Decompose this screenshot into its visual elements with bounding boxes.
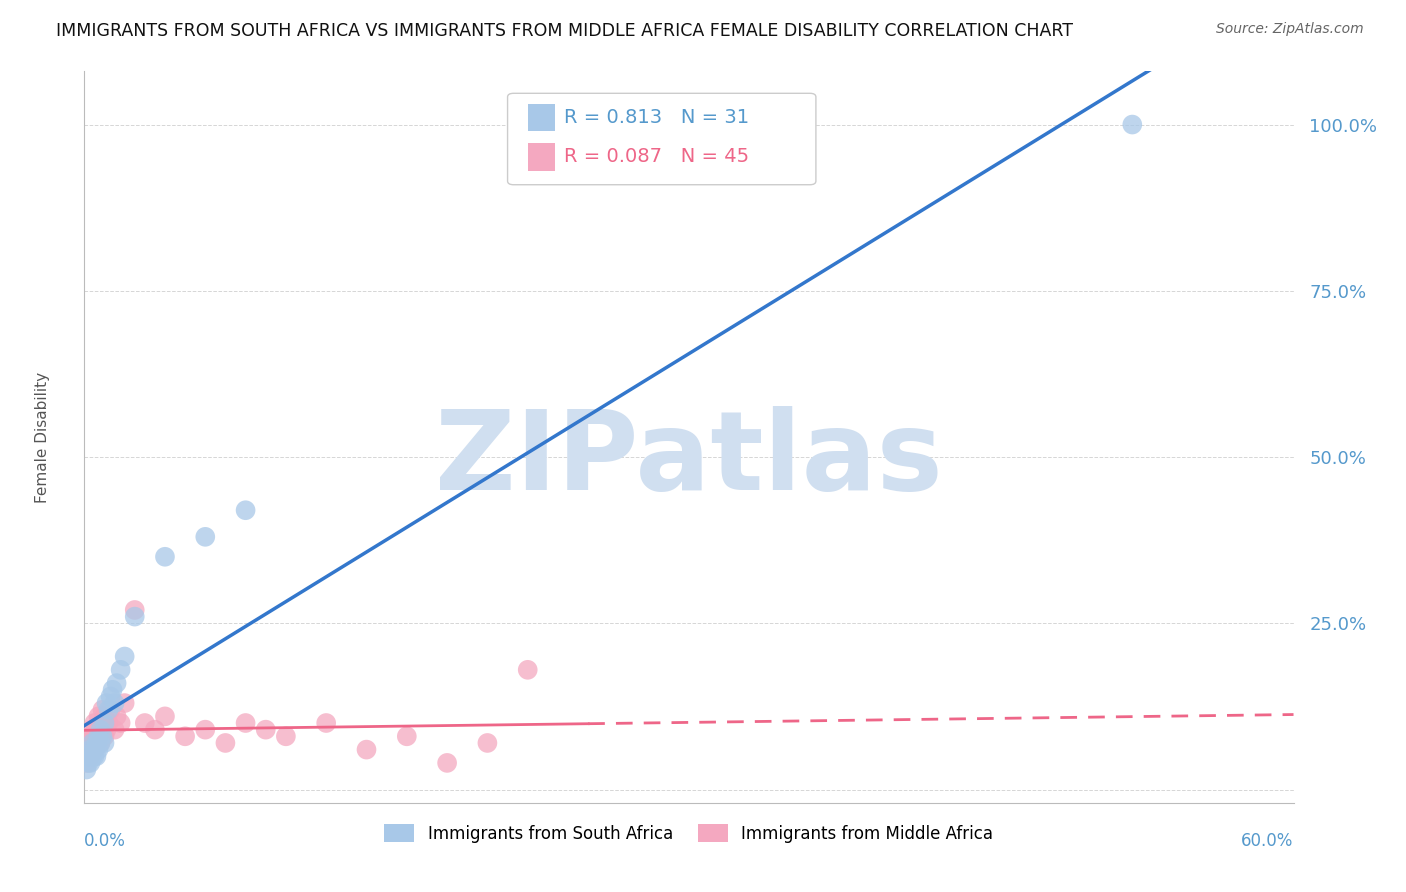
Point	[100, 690, 122, 704]
Point	[114, 649, 136, 664]
Point	[114, 696, 136, 710]
Point	[82, 736, 104, 750]
Point	[93, 736, 115, 750]
Point	[83, 742, 105, 756]
Point	[143, 723, 166, 737]
Point	[79, 756, 101, 770]
Point	[91, 716, 114, 731]
Point	[100, 703, 122, 717]
Point	[356, 742, 378, 756]
Text: Source: ZipAtlas.com: Source: ZipAtlas.com	[1216, 22, 1364, 37]
Point	[89, 736, 111, 750]
Point	[516, 663, 538, 677]
Point	[86, 723, 108, 737]
Point	[87, 709, 110, 723]
Bar	[529, 143, 555, 171]
Point	[274, 729, 297, 743]
Point	[96, 723, 118, 737]
Point	[79, 742, 101, 756]
Point	[315, 716, 337, 731]
Point	[1121, 118, 1143, 132]
Point	[79, 749, 101, 764]
Point	[83, 749, 105, 764]
Point	[87, 742, 110, 756]
Point	[89, 723, 111, 737]
Point	[254, 723, 277, 737]
Text: R = 0.813   N = 31: R = 0.813 N = 31	[564, 108, 749, 127]
Point	[93, 716, 115, 731]
Point	[77, 756, 100, 770]
Point	[436, 756, 458, 770]
Point	[75, 756, 97, 770]
Point	[79, 742, 101, 756]
Point	[77, 749, 100, 764]
Legend: Immigrants from South Africa, Immigrants from Middle Africa: Immigrants from South Africa, Immigrants…	[378, 818, 1000, 849]
Point	[79, 729, 101, 743]
Point	[82, 749, 104, 764]
Point	[83, 742, 105, 756]
Text: 60.0%: 60.0%	[1241, 832, 1294, 850]
Point	[82, 723, 104, 737]
Point	[235, 716, 257, 731]
Point	[235, 503, 257, 517]
Point	[86, 736, 108, 750]
Point	[89, 723, 111, 737]
Point	[153, 709, 176, 723]
Point	[93, 709, 115, 723]
Point	[97, 703, 120, 717]
Point	[395, 729, 418, 743]
Point	[194, 530, 217, 544]
Point	[82, 736, 104, 750]
Point	[97, 716, 120, 731]
FancyBboxPatch shape	[508, 94, 815, 185]
Point	[87, 729, 110, 743]
Point	[87, 729, 110, 743]
Point	[91, 729, 114, 743]
Point	[83, 729, 105, 743]
Point	[104, 696, 127, 710]
Point	[86, 749, 108, 764]
Point	[105, 676, 128, 690]
Point	[91, 703, 114, 717]
Point	[86, 736, 108, 750]
Point	[134, 716, 156, 731]
Point	[124, 609, 146, 624]
Text: ZIPatlas: ZIPatlas	[434, 406, 943, 513]
Point	[105, 709, 128, 723]
Point	[174, 729, 197, 743]
Point	[214, 736, 236, 750]
Point	[93, 729, 115, 743]
Point	[477, 736, 499, 750]
Point	[110, 716, 132, 731]
Point	[75, 742, 97, 756]
Text: R = 0.087   N = 45: R = 0.087 N = 45	[564, 147, 749, 167]
Point	[89, 736, 111, 750]
Point	[110, 663, 132, 677]
Point	[124, 603, 146, 617]
Point	[96, 696, 118, 710]
Bar	[529, 103, 555, 131]
Text: IMMIGRANTS FROM SOUTH AFRICA VS IMMIGRANTS FROM MIDDLE AFRICA FEMALE DISABILITY : IMMIGRANTS FROM SOUTH AFRICA VS IMMIGRAN…	[56, 22, 1073, 40]
Text: Female Disability: Female Disability	[35, 371, 49, 503]
Point	[77, 736, 100, 750]
Point	[75, 763, 97, 777]
Point	[101, 682, 124, 697]
Point	[77, 749, 100, 764]
Point	[104, 723, 127, 737]
Point	[153, 549, 176, 564]
Text: 0.0%: 0.0%	[84, 832, 127, 850]
Point	[83, 716, 105, 731]
Point	[194, 723, 217, 737]
